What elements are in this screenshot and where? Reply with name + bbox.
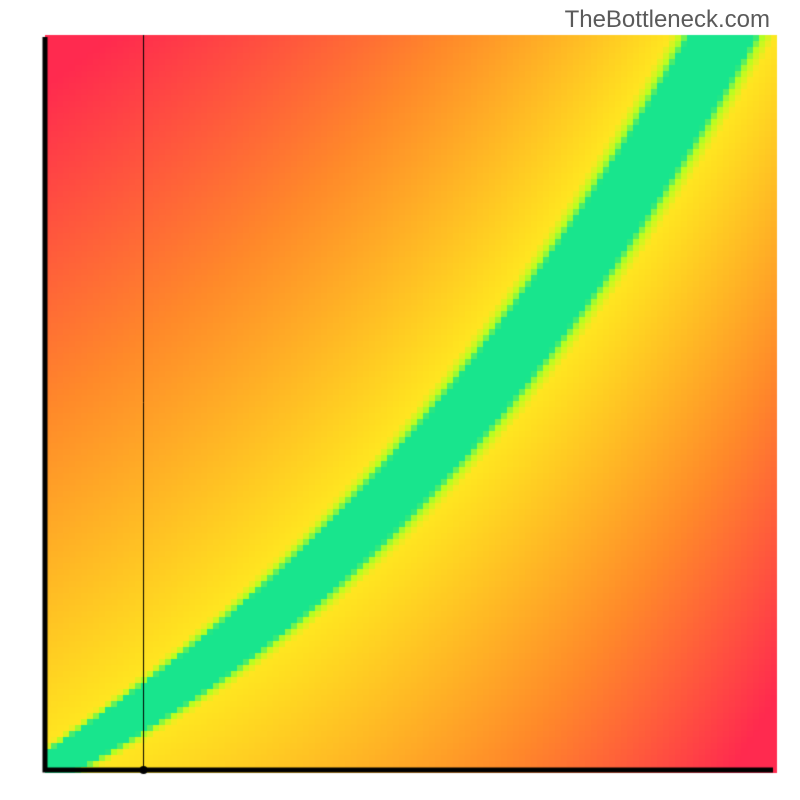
chart-container: TheBottleneck.com <box>0 0 800 800</box>
bottleneck-heatmap <box>0 0 800 800</box>
watermark-text: TheBottleneck.com <box>565 6 770 34</box>
